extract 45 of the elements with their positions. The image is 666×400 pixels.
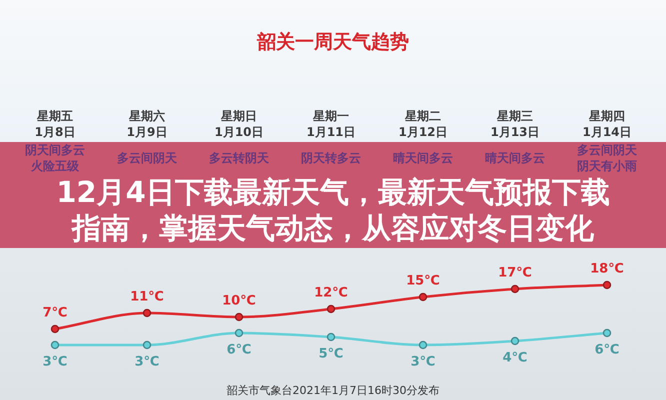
- point: [326, 332, 336, 342]
- x-tick-label: 星期二1月12日: [398, 109, 448, 140]
- data-label: 6℃: [226, 342, 252, 358]
- data-label: 11℃: [130, 289, 164, 304]
- text: 多云转阴天: [209, 151, 270, 166]
- data-label: 10℃: [222, 293, 256, 308]
- x-tick-label: 星期四1月14日: [582, 109, 632, 140]
- point: [510, 336, 520, 346]
- data-label: 7℃: [42, 305, 68, 320]
- data-label: 3℃: [410, 354, 436, 370]
- data-label: 17℃: [498, 265, 532, 280]
- point: [50, 324, 60, 334]
- text: 多云间阴天阴天有小雨: [577, 143, 638, 174]
- text: 晴天间多云: [393, 151, 453, 166]
- data-label: 15℃: [406, 273, 440, 288]
- data-label: 5℃: [318, 346, 344, 362]
- chart-subtitle: 12月4日下载最新天气，最新天气预报下载指南，掌握天气动态，从容应对冬日变化: [55, 174, 611, 246]
- point: [418, 340, 428, 350]
- point: [234, 312, 244, 322]
- point: [142, 340, 152, 350]
- x-tick-label: 星期日1月10日: [214, 109, 264, 140]
- x-tick-label: 星期六1月9日: [126, 109, 168, 140]
- point: [234, 328, 244, 338]
- text: 多云间阴天: [117, 151, 178, 166]
- chart-title: 韶关一周天气趋势: [256, 30, 409, 53]
- x-tick-label: 星期一1月11日: [306, 109, 356, 140]
- data-label: 4℃: [502, 350, 528, 366]
- text: 阴天间多云火险五级: [25, 143, 85, 174]
- point: [418, 292, 428, 302]
- point: [510, 284, 520, 294]
- point: [142, 308, 152, 318]
- text: 晴天间多云: [485, 151, 545, 166]
- data-label: 12℃: [314, 285, 348, 300]
- data-label: 3℃: [42, 354, 68, 370]
- point: [602, 280, 612, 290]
- point: [602, 328, 612, 338]
- data-label: 18℃: [590, 261, 624, 276]
- x-tick-label: 星期五1月8日: [34, 109, 76, 140]
- x-tick-label: 星期三1月13日: [490, 109, 540, 140]
- data-label: 6℃: [594, 342, 620, 358]
- text: 阴天转多云: [301, 151, 361, 166]
- point: [326, 304, 336, 314]
- point: [50, 340, 60, 350]
- data-label: 3℃: [134, 354, 160, 370]
- text: 韶关市气象台2021年1月7日16时30分发布: [226, 384, 440, 397]
